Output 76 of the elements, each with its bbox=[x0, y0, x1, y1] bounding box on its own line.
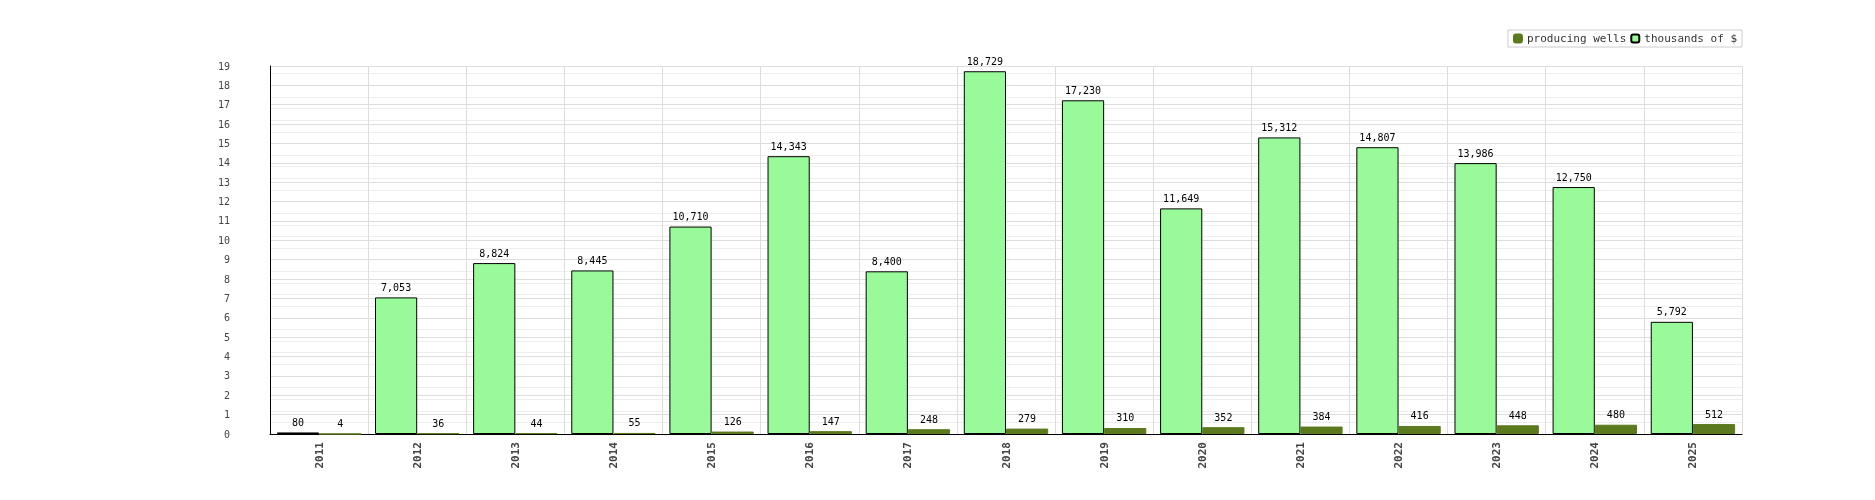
y-tick-label: 7 bbox=[223, 292, 230, 304]
x-tick-label: 2017 bbox=[901, 442, 915, 469]
x-tick-label: 2024 bbox=[1588, 441, 1602, 469]
x-tick-label: 2021 bbox=[1293, 441, 1307, 469]
bar bbox=[1692, 424, 1736, 434]
data-label: 147 bbox=[821, 415, 840, 427]
y-tick-label: 12 bbox=[217, 196, 230, 208]
bar bbox=[1006, 428, 1049, 434]
y-tick-label: 9 bbox=[223, 254, 230, 266]
x-tick-label: 2019 bbox=[1097, 442, 1111, 469]
y-tick-label: 19 bbox=[217, 60, 230, 72]
data-label: 55 bbox=[628, 417, 641, 429]
data-label: 36 bbox=[432, 417, 445, 429]
bar bbox=[1300, 426, 1343, 434]
x-tick-label: 2022 bbox=[1392, 442, 1406, 469]
y-tick-label: 5 bbox=[223, 331, 230, 343]
x-tick-label: 2012 bbox=[410, 442, 424, 469]
x-tick-label: 2013 bbox=[508, 442, 522, 469]
x-tick-label: 2016 bbox=[803, 441, 817, 469]
data-label: 15,312 bbox=[1261, 121, 1298, 133]
legend-label: producing wells bbox=[1526, 32, 1627, 45]
data-label: 352 bbox=[1214, 411, 1233, 423]
x-tick-label: 2014 bbox=[606, 441, 620, 469]
x-tick-label: 2025 bbox=[1686, 442, 1700, 469]
data-label: 448 bbox=[1508, 409, 1527, 421]
data-label: 5,792 bbox=[1656, 306, 1687, 318]
data-label: 384 bbox=[1312, 411, 1331, 423]
data-label: 18,729 bbox=[966, 55, 1003, 67]
y-tick-label: 15 bbox=[217, 137, 230, 149]
data-label: 310 bbox=[1116, 412, 1135, 424]
data-label: 7,053 bbox=[381, 281, 412, 293]
legend-label: thousands of $ bbox=[1644, 32, 1737, 45]
bar bbox=[1594, 424, 1637, 434]
data-label: 10,710 bbox=[672, 211, 709, 223]
y-tick-label: 10 bbox=[217, 234, 230, 246]
data-label: 416 bbox=[1410, 410, 1429, 422]
y-tick-label: 1 bbox=[223, 409, 230, 421]
data-label: 279 bbox=[1018, 413, 1037, 425]
bar bbox=[907, 429, 951, 434]
x-tick-label: 2020 bbox=[1195, 442, 1209, 469]
data-label: 480 bbox=[1606, 409, 1625, 421]
data-label: 4 bbox=[337, 417, 344, 429]
bar bbox=[1202, 427, 1245, 434]
y-tick-label: 2 bbox=[223, 389, 230, 401]
x-tick-label: 2011 bbox=[312, 441, 326, 469]
y-tick-label: 3 bbox=[223, 370, 230, 382]
bar bbox=[1104, 428, 1147, 434]
data-label: 17,230 bbox=[1064, 84, 1102, 96]
y-tick-label: 17 bbox=[217, 99, 230, 111]
x-tick-label: 2015 bbox=[705, 442, 719, 469]
data-label: 14,343 bbox=[770, 140, 807, 152]
data-label: 126 bbox=[723, 416, 742, 428]
data-label: 11,649 bbox=[1163, 192, 1200, 204]
x-tick-label: 2023 bbox=[1490, 442, 1504, 469]
data-label: 8,445 bbox=[577, 254, 608, 266]
y-tick-label: 8 bbox=[223, 273, 230, 285]
data-label: 13,986 bbox=[1457, 147, 1494, 159]
data-label: 512 bbox=[1705, 408, 1724, 420]
data-label: 8,400 bbox=[871, 255, 902, 267]
data-label: 248 bbox=[919, 413, 938, 425]
data-label: 14,807 bbox=[1359, 131, 1396, 143]
y-tick-label: 11 bbox=[217, 215, 230, 227]
data-label: 44 bbox=[530, 417, 543, 429]
y-tick-label: 16 bbox=[217, 118, 230, 130]
y-tick-label: 18 bbox=[217, 79, 230, 91]
y-tick-label: 14 bbox=[217, 157, 230, 169]
data-label: 12,750 bbox=[1555, 171, 1592, 183]
y-tick-label: 0 bbox=[223, 428, 230, 440]
y-tick-label: 4 bbox=[223, 351, 230, 363]
x-tick-label: 2018 bbox=[999, 442, 1013, 469]
data-label: 8,824 bbox=[479, 247, 510, 259]
y-tick-label: 6 bbox=[223, 312, 230, 324]
y-tick-label: 13 bbox=[217, 176, 230, 188]
bar bbox=[1496, 425, 1539, 434]
data-label: 80 bbox=[291, 416, 304, 428]
bar bbox=[1398, 425, 1441, 434]
